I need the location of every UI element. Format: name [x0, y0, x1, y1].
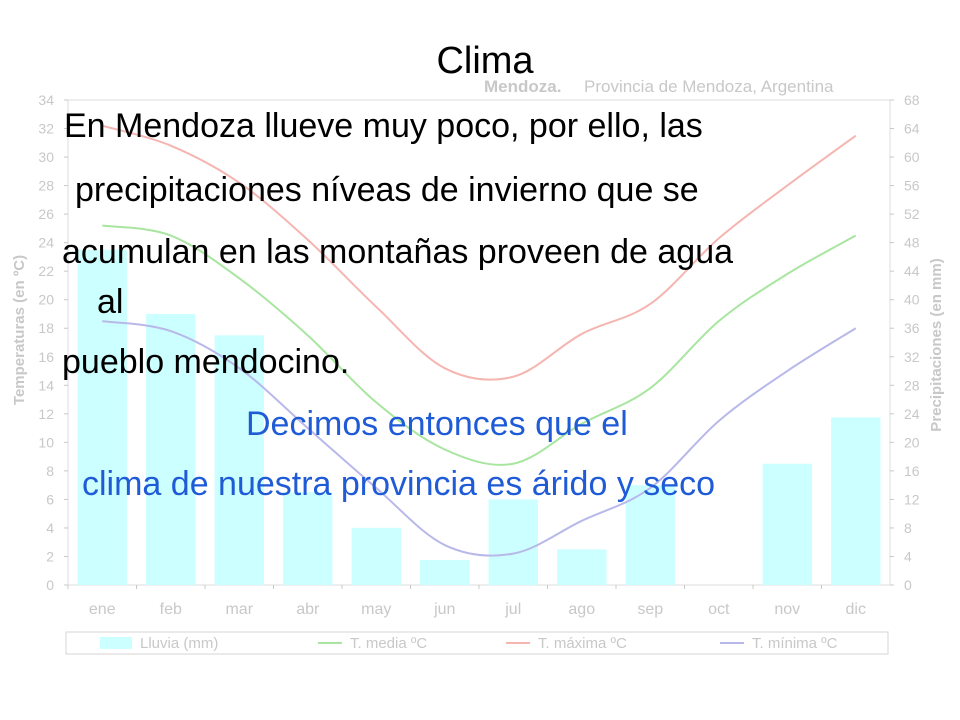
y-tick-label: 24 [38, 235, 54, 251]
y-tick-label: 32 [38, 121, 54, 137]
y2-tick-label: 32 [904, 349, 920, 365]
chart-legend: Lluvia (mm) T. media ºC T. máxima ºC T. mín… [65, 631, 889, 655]
rain-bar [557, 549, 607, 585]
x-tick-label: ago [568, 601, 595, 618]
x-tick-label: may [361, 601, 391, 618]
y2-tick-label: 40 [904, 292, 920, 308]
x-tick-label: nov [774, 601, 800, 618]
x-tick-label: jun [433, 601, 455, 618]
y2-tick-label: 12 [904, 491, 920, 507]
y-tick-label: 0 [46, 577, 54, 593]
chart-title: Mendoza. [484, 77, 561, 96]
legend-label: T. media ºC [350, 635, 427, 652]
y-tick-label: 22 [38, 263, 54, 279]
legend-label: Lluvia (mm) [140, 635, 218, 652]
y2-tick-label: 68 [904, 92, 920, 108]
x-tick-label: mar [225, 601, 253, 618]
y-axis-label: Temperaturas (en ºC) [11, 255, 28, 405]
rain-bar [625, 485, 675, 585]
y2-tick-label: 0 [904, 577, 912, 593]
y-tick-label: 34 [38, 92, 54, 108]
y-tick-label: 18 [38, 320, 54, 336]
y-tick-label: 12 [38, 406, 54, 422]
chart-subtitle: Provincia de Mendoza, Argentina [584, 77, 834, 96]
y2-tick-label: 20 [904, 434, 920, 450]
x-tick-label: abr [296, 601, 320, 618]
x-tick-label: oct [708, 601, 730, 618]
y-tick-label: 26 [38, 206, 54, 222]
y-tick-label: 14 [38, 377, 54, 393]
legend-swatch [100, 637, 132, 649]
y2-tick-label: 28 [904, 377, 920, 393]
rain-bar [831, 417, 881, 585]
y-tick-label: 10 [38, 434, 54, 450]
x-tick-label: feb [160, 601, 182, 618]
x-tick-label: dic [846, 601, 866, 618]
y2-tick-label: 24 [904, 406, 920, 422]
y-tick-label: 28 [38, 178, 54, 194]
y-tick-label: 16 [38, 349, 54, 365]
y-tick-label: 8 [46, 463, 54, 479]
y2-tick-label: 60 [904, 149, 920, 165]
rain-bar [420, 560, 470, 585]
y2-tick-label: 16 [904, 463, 920, 479]
series-line-2 [101, 124, 857, 381]
y2-axis-label: Precipitaciones (en mm) [928, 258, 945, 431]
x-tick-label: ene [89, 601, 116, 618]
y2-tick-label: 44 [904, 263, 920, 279]
y2-tick-label: 64 [904, 121, 920, 137]
x-tick-label: sep [637, 601, 663, 618]
legend-label: T. mínima ºC [752, 635, 838, 652]
y-tick-label: 6 [46, 491, 54, 507]
legend-box [65, 631, 889, 655]
y-tick-label: 4 [46, 520, 54, 536]
x-tick-label: jul [504, 601, 521, 618]
y2-tick-label: 8 [904, 520, 912, 536]
rain-bar [488, 499, 538, 585]
rain-bar [283, 492, 333, 585]
rain-bar [351, 527, 401, 585]
rain-bar [762, 463, 812, 585]
rain-bar [146, 313, 196, 585]
y2-tick-label: 4 [904, 548, 912, 564]
y-tick-label: 30 [38, 149, 54, 165]
legend-label: T. máxima ºC [538, 635, 627, 652]
rain-bar [77, 249, 127, 585]
series-line-1 [102, 224, 857, 466]
y-tick-label: 20 [38, 292, 54, 308]
y2-tick-label: 52 [904, 206, 920, 222]
y2-tick-label: 56 [904, 178, 920, 194]
rain-bar [214, 335, 264, 585]
y2-tick-label: 48 [904, 235, 920, 251]
y2-tick-label: 36 [904, 320, 920, 336]
series-line-3 [102, 320, 857, 557]
y-tick-label: 2 [46, 548, 54, 564]
